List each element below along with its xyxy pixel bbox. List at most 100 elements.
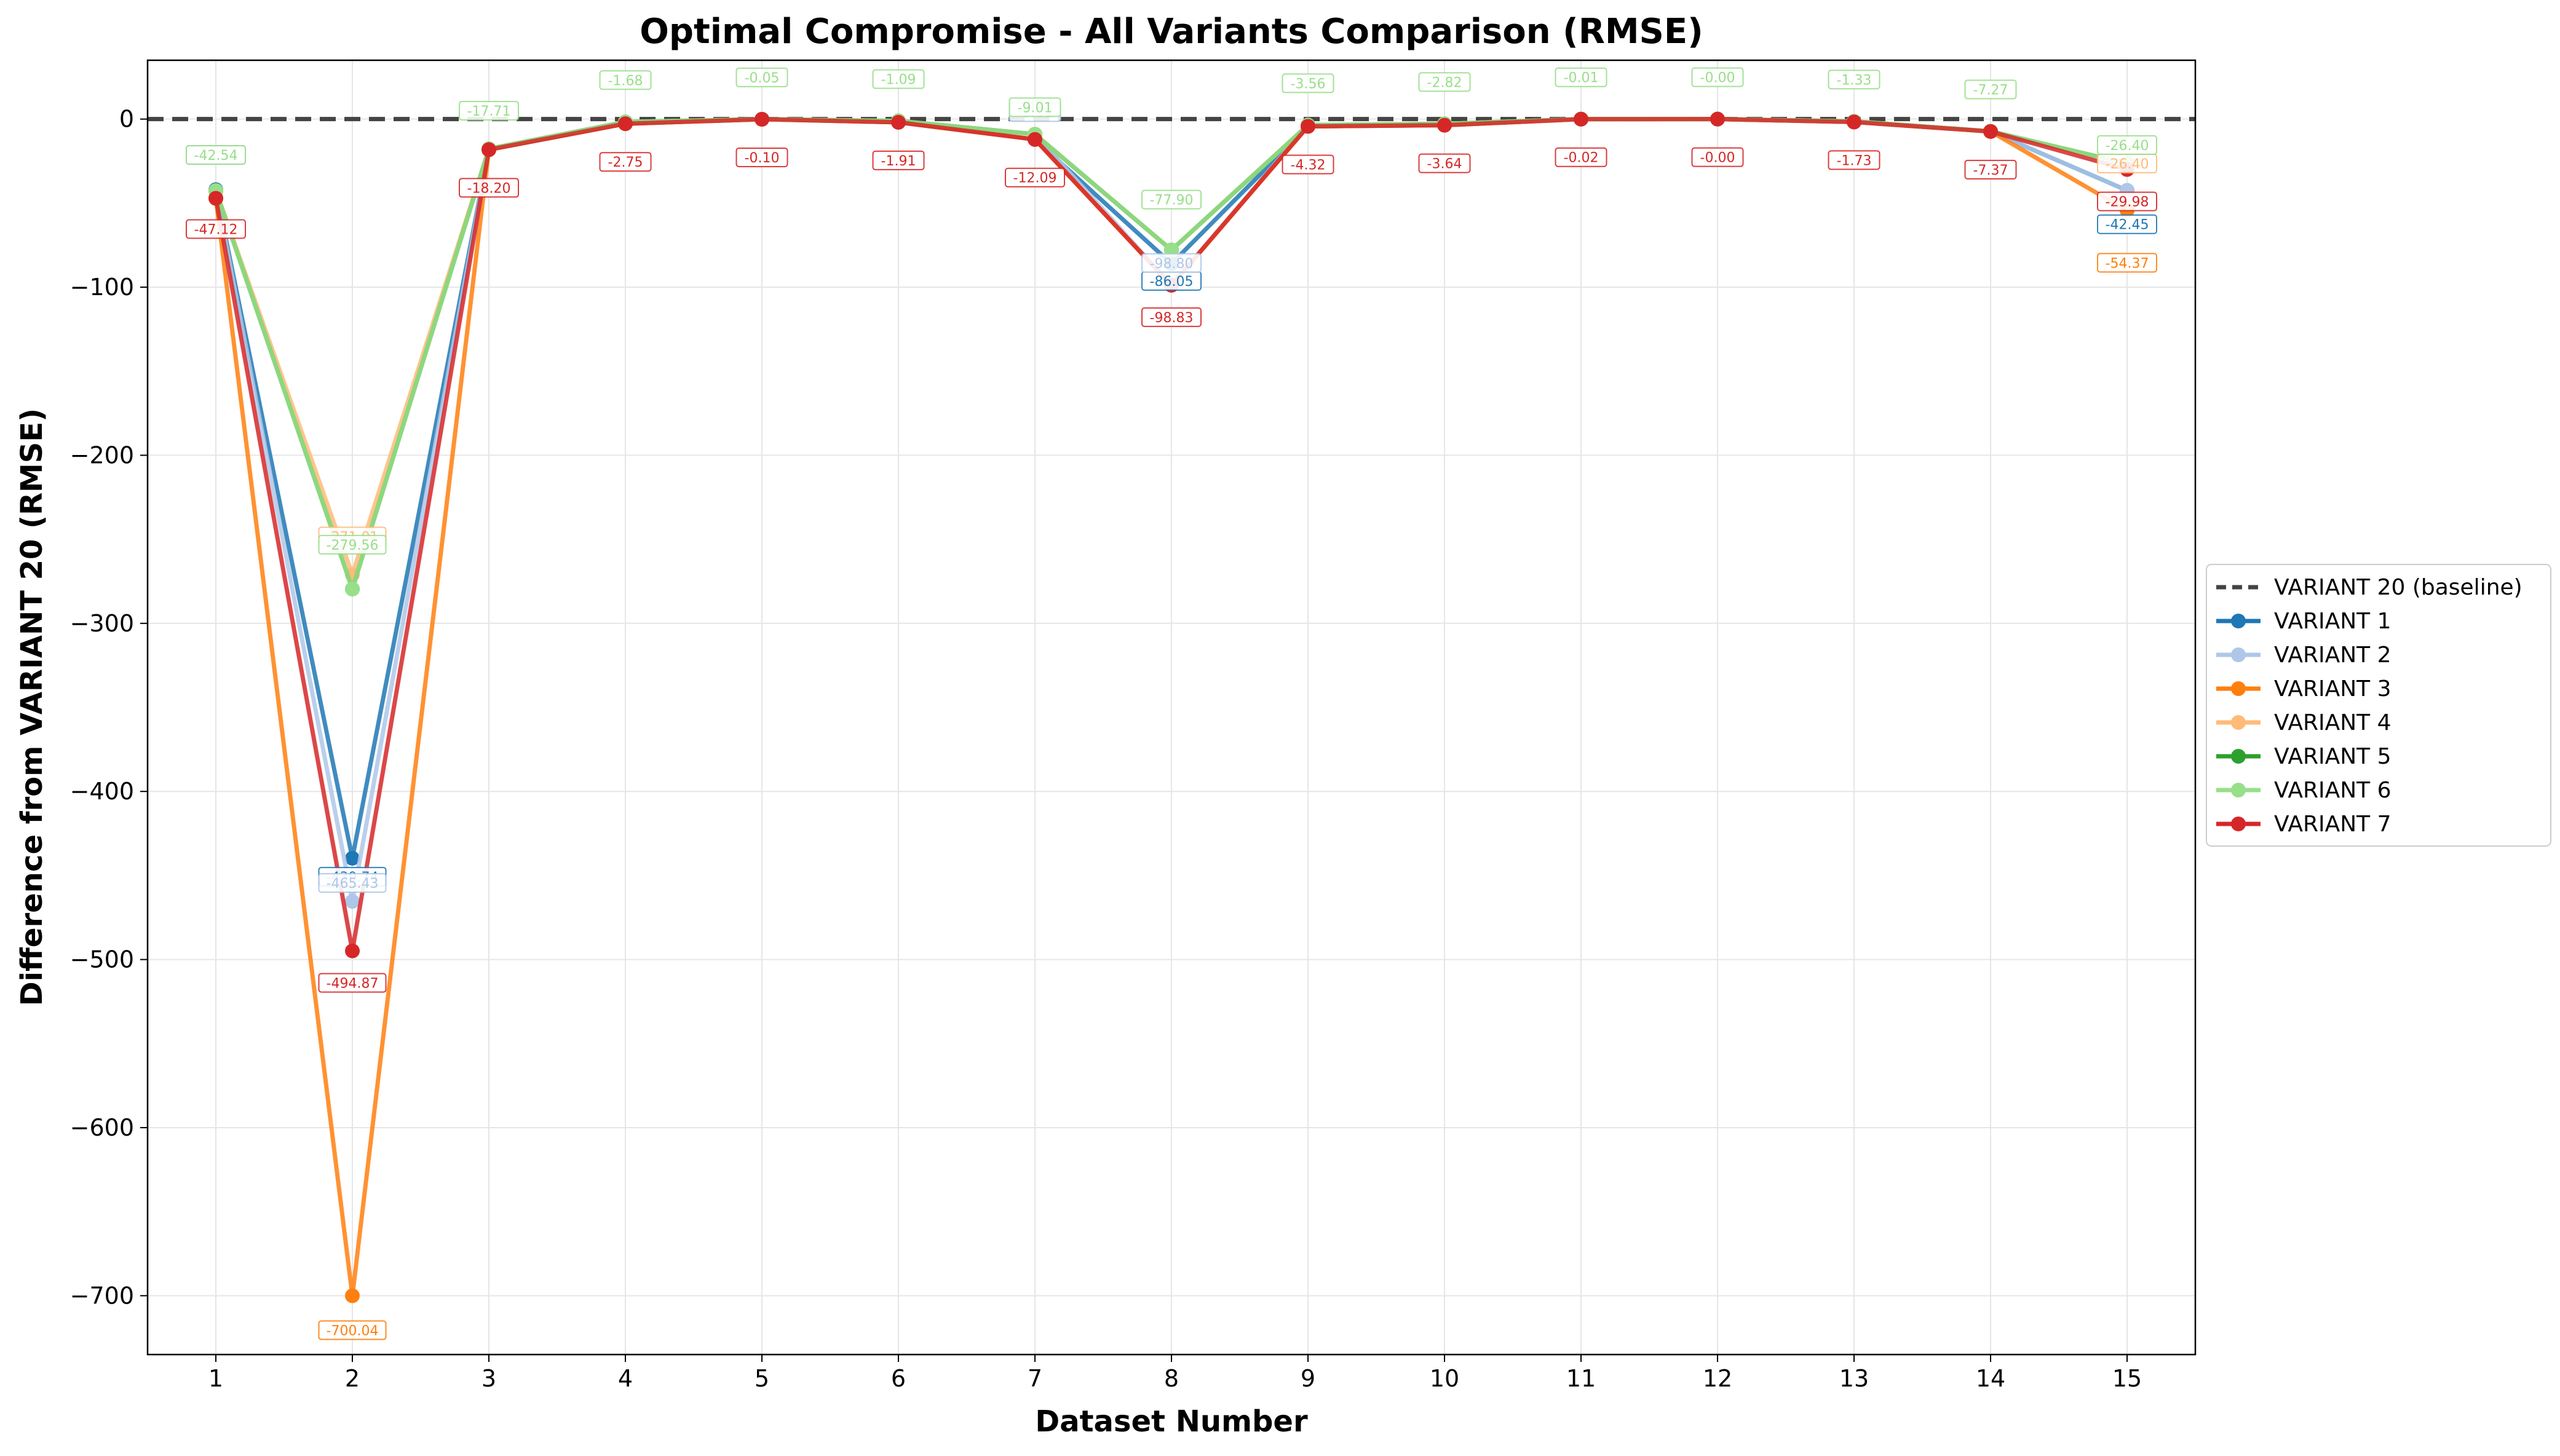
value-label-box <box>599 152 652 172</box>
value-label-box <box>318 873 387 893</box>
value-label: -1.91 <box>881 154 916 169</box>
legend-swatch-marker <box>2231 749 2246 764</box>
series-point-variant-2 <box>345 894 360 909</box>
x-axis-label: Dataset Number <box>1035 1404 1308 1439</box>
value-label: -465.43 <box>327 876 379 892</box>
value-label: -494.87 <box>327 976 379 992</box>
value-label-box <box>872 69 925 89</box>
value-label: -26.40 <box>2106 157 2149 172</box>
x-tick-label: 7 <box>1028 1365 1042 1392</box>
value-label-box <box>1141 253 1202 273</box>
value-label: -29.98 <box>2106 195 2149 210</box>
value-label: -0.00 <box>1700 71 1735 86</box>
legend-swatch-marker <box>2231 647 2246 662</box>
x-tick-label: 8 <box>1164 1365 1179 1392</box>
legend-label: VARIANT 7 <box>2274 812 2391 837</box>
value-label-box <box>186 219 246 239</box>
y-tick-label: −600 <box>70 1114 134 1141</box>
value-label-box <box>1964 79 2017 100</box>
value-label: -0.05 <box>745 71 780 86</box>
value-label: -54.37 <box>2106 256 2149 271</box>
legend-label: VARIANT 1 <box>2274 609 2391 634</box>
series-point-variant-7 <box>618 116 633 132</box>
value-label: -0.00 <box>1700 151 1735 166</box>
value-label-box <box>1141 189 1202 210</box>
x-tick-label: 9 <box>1301 1365 1315 1392</box>
value-label-box <box>1828 69 1880 90</box>
legend-label: VARIANT 6 <box>2274 778 2391 803</box>
value-label-box <box>1691 67 1744 87</box>
value-label: -2.75 <box>608 155 643 170</box>
value-label: -26.40 <box>2106 138 2149 154</box>
x-tick-label: 14 <box>1976 1365 2005 1392</box>
legend-label: VARIANT 4 <box>2274 710 2391 735</box>
value-label: -1.73 <box>1837 153 1872 168</box>
value-label: -0.02 <box>1564 151 1599 166</box>
series-point-variant-1 <box>345 850 360 866</box>
x-tick-label: 13 <box>1839 1365 1869 1392</box>
value-label: -98.80 <box>1150 256 1194 272</box>
value-label-box <box>2097 253 2157 273</box>
value-label: -3.56 <box>1291 76 1326 92</box>
value-label: -86.05 <box>1150 274 1194 290</box>
value-label-box <box>1828 150 1880 170</box>
value-label: -1.33 <box>1837 73 1872 88</box>
value-label-box <box>2097 214 2157 234</box>
value-label: -1.68 <box>608 73 643 89</box>
legend-swatch-marker <box>2231 783 2246 797</box>
x-tick-label: 2 <box>345 1365 360 1392</box>
y-tick-label: −700 <box>70 1282 134 1309</box>
value-label-box <box>1282 154 1334 175</box>
series-point-variant-7 <box>1710 111 1725 127</box>
series-point-variant-7 <box>755 111 769 127</box>
value-label-box <box>1418 72 1471 92</box>
value-label: -1.09 <box>881 73 916 88</box>
legend-swatch-marker <box>2231 715 2246 730</box>
x-tick-label: 6 <box>891 1365 906 1392</box>
series-point-variant-6 <box>345 581 360 596</box>
value-label-box <box>186 144 246 165</box>
x-tick-label: 3 <box>481 1365 496 1392</box>
value-label: -0.01 <box>1564 71 1599 86</box>
value-label: -47.12 <box>194 222 238 237</box>
y-tick-label: −300 <box>70 610 134 637</box>
series-point-variant-7 <box>1437 117 1452 133</box>
series-point-variant-7 <box>1847 114 1861 130</box>
y-tick-label: −100 <box>70 274 134 301</box>
value-label-box <box>1555 67 1607 87</box>
legend-label: VARIANT 2 <box>2274 643 2391 668</box>
value-label-box <box>459 101 519 121</box>
y-tick-label: 0 <box>119 106 134 133</box>
legend-items: VARIANT 20 (baseline) VARIANT 1 VARIANT 2 V… <box>2216 575 2522 837</box>
legend-swatch-marker <box>2231 681 2246 696</box>
value-label: -77.90 <box>1150 193 1194 208</box>
value-label: -2.82 <box>1427 75 1462 90</box>
value-label-box <box>2097 191 2157 212</box>
value-label-box <box>2097 135 2157 155</box>
value-label: -279.56 <box>327 538 379 553</box>
y-tick-label: −400 <box>70 778 134 805</box>
x-tick-label: 4 <box>618 1365 633 1392</box>
y-tick-label: −500 <box>70 946 134 973</box>
x-tick-label: 12 <box>1703 1365 1732 1392</box>
series-point-variant-7 <box>481 142 496 157</box>
value-label: -12.09 <box>1013 171 1057 186</box>
x-tick-label: 5 <box>755 1365 769 1392</box>
value-label-box <box>735 147 788 167</box>
value-label-box <box>318 534 387 555</box>
series-point-variant-7 <box>891 114 906 130</box>
annotation-layer: -439.74-86.05-42.45-42.54-465.43-9.01-98… <box>186 67 2157 1340</box>
value-label: -98.83 <box>1150 311 1194 326</box>
legend-label: VARIANT 5 <box>2274 744 2391 769</box>
value-label-box <box>735 67 788 87</box>
value-label: -3.64 <box>1427 157 1462 172</box>
value-label: -700.04 <box>327 1323 379 1339</box>
value-label-box <box>872 150 925 170</box>
legend-frame <box>2206 564 2551 847</box>
value-label-box <box>318 973 387 993</box>
ticks-layer: 1 2 3 4 5 6 7 8 9 10 11 12 13 14 150−100−200−300−400−5… <box>70 106 2142 1392</box>
chart-title: Optimal Compromise - All Variants Compar… <box>640 12 1703 52</box>
value-label-box <box>1555 147 1607 167</box>
